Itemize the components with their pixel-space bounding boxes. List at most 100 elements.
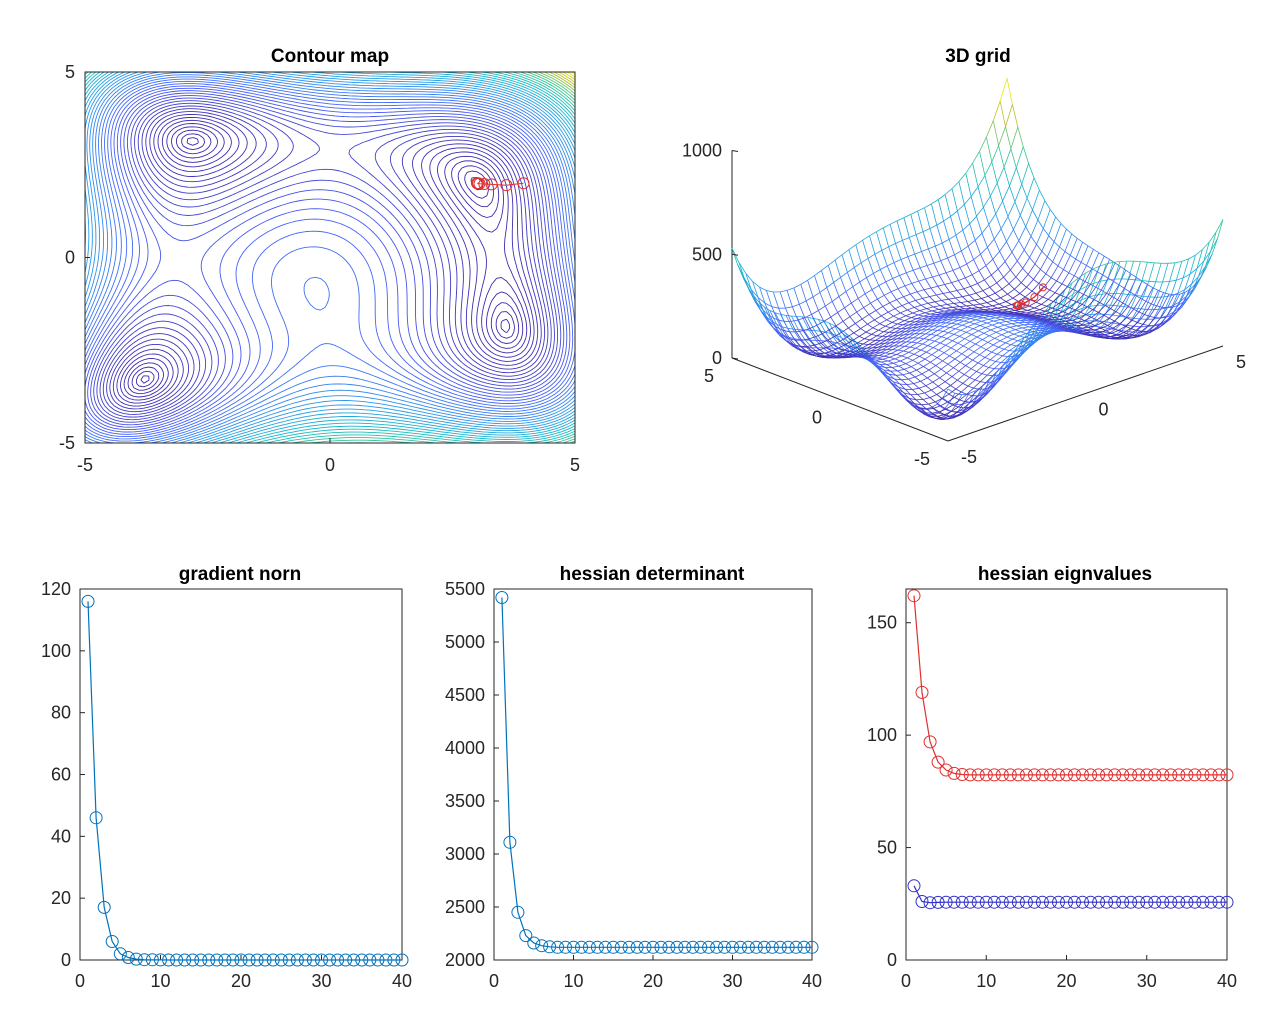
mesh-segment: [868, 314, 875, 321]
mesh-segment: [981, 318, 989, 322]
mesh-segment: [962, 312, 970, 315]
mesh-segment: [1163, 292, 1170, 295]
mesh-segment: [919, 356, 926, 360]
mesh-segment: [792, 328, 799, 330]
mesh-segment: [1100, 277, 1109, 291]
mesh-segment: [934, 373, 940, 379]
mesh-segment: [1019, 335, 1025, 338]
mesh-segment: [960, 250, 968, 265]
mesh-segment: [989, 315, 997, 317]
mesh-segment: [975, 292, 982, 299]
mesh-segment: [1129, 277, 1137, 292]
mesh-segment: [988, 317, 996, 320]
mesh-segment: [857, 298, 864, 308]
mesh-segment: [821, 264, 829, 271]
mesh-segment: [880, 336, 888, 341]
mesh-segment: [922, 343, 929, 346]
mesh-segment: [1010, 315, 1018, 317]
mesh-segment: [858, 331, 867, 337]
mesh-segment: [999, 336, 1008, 342]
mesh-segment: [852, 286, 859, 299]
mesh-segment: [952, 306, 959, 310]
mesh-segment: [1074, 275, 1080, 280]
mesh-segment: [960, 356, 968, 363]
mesh-segment: [1061, 313, 1069, 317]
mesh-segment: [891, 353, 897, 355]
mesh-segment: [963, 340, 971, 347]
mesh-segment: [1024, 290, 1033, 298]
mesh-segment: [840, 277, 847, 292]
series-point: [121, 951, 135, 964]
mesh-segment: [1079, 265, 1087, 279]
mesh-segment: [926, 407, 932, 409]
mesh-segment: [966, 387, 974, 395]
mesh-segment: [1104, 296, 1113, 306]
mesh-segment: [868, 359, 876, 361]
mesh-segment: [969, 336, 978, 342]
mesh-segment: [945, 340, 953, 346]
mesh-segment: [949, 290, 957, 293]
mesh-segment: [1041, 304, 1047, 307]
xtick-label: 30: [1137, 971, 1157, 991]
mesh-segment: [934, 301, 941, 306]
mesh-segment: [863, 350, 872, 355]
series-point: [923, 735, 937, 749]
mesh-segment: [867, 359, 875, 363]
xtick-label: 40: [392, 971, 412, 991]
mesh-segment: [885, 349, 893, 354]
mesh-segment: [1100, 279, 1108, 282]
mesh-segment: [1053, 294, 1061, 302]
mesh-segment: [775, 312, 781, 315]
mesh-segment: [896, 217, 905, 222]
mesh-segment: [1012, 293, 1021, 299]
mesh-segment: [1022, 305, 1030, 310]
mesh-segment: [986, 300, 994, 303]
mesh-segment: [771, 306, 778, 320]
mesh-segment: [1093, 280, 1101, 284]
mesh-segment: [1169, 279, 1177, 282]
series-point: [1204, 768, 1218, 782]
mesh-segment: [1070, 255, 1076, 260]
mesh-segment: [939, 314, 947, 317]
mesh-segment: [1150, 290, 1159, 305]
mesh-segment: [1162, 318, 1171, 326]
contour-level-line: [85, 74, 575, 443]
mesh-segment: [1114, 324, 1121, 330]
series-point: [963, 895, 977, 909]
mesh-segment: [907, 309, 913, 314]
mesh-segment: [1034, 251, 1043, 265]
mesh-segment: [892, 331, 901, 337]
mesh-segment: [1040, 269, 1047, 275]
mesh-segment: [985, 265, 992, 276]
mesh-segment: [787, 338, 794, 345]
mesh-ztick-mark: [731, 253, 739, 256]
mesh-segment: [884, 339, 892, 344]
mesh-segment: [1054, 283, 1063, 293]
mesh-segment: [845, 291, 852, 304]
mesh-segment: [1010, 126, 1019, 149]
mesh-segment: [937, 326, 945, 331]
mesh-segment: [1075, 332, 1083, 335]
mesh-segment: [899, 383, 907, 385]
mesh-segment: [782, 329, 789, 339]
mesh-segment: [953, 333, 960, 337]
mesh-segment: [870, 357, 878, 360]
mesh-segment: [876, 335, 883, 337]
mesh-segment: [902, 237, 910, 241]
mesh-segment: [924, 203, 932, 209]
series-point: [242, 953, 256, 967]
mesh-segment: [770, 320, 779, 333]
series-point: [1164, 895, 1178, 909]
mesh-segment: [990, 353, 998, 361]
mesh-segment: [1003, 167, 1010, 187]
mesh-segment: [1070, 316, 1078, 320]
mesh-segment: [1021, 341, 1029, 347]
mesh-segment: [1165, 314, 1172, 318]
mesh-segment: [1014, 201, 1021, 216]
mesh-segment: [1020, 329, 1028, 333]
mesh-segment: [1082, 328, 1090, 330]
mesh-segment: [1019, 345, 1028, 352]
mesh-segment: [963, 196, 972, 205]
mesh-segment: [1095, 286, 1102, 291]
mesh-segment: [992, 120, 999, 146]
